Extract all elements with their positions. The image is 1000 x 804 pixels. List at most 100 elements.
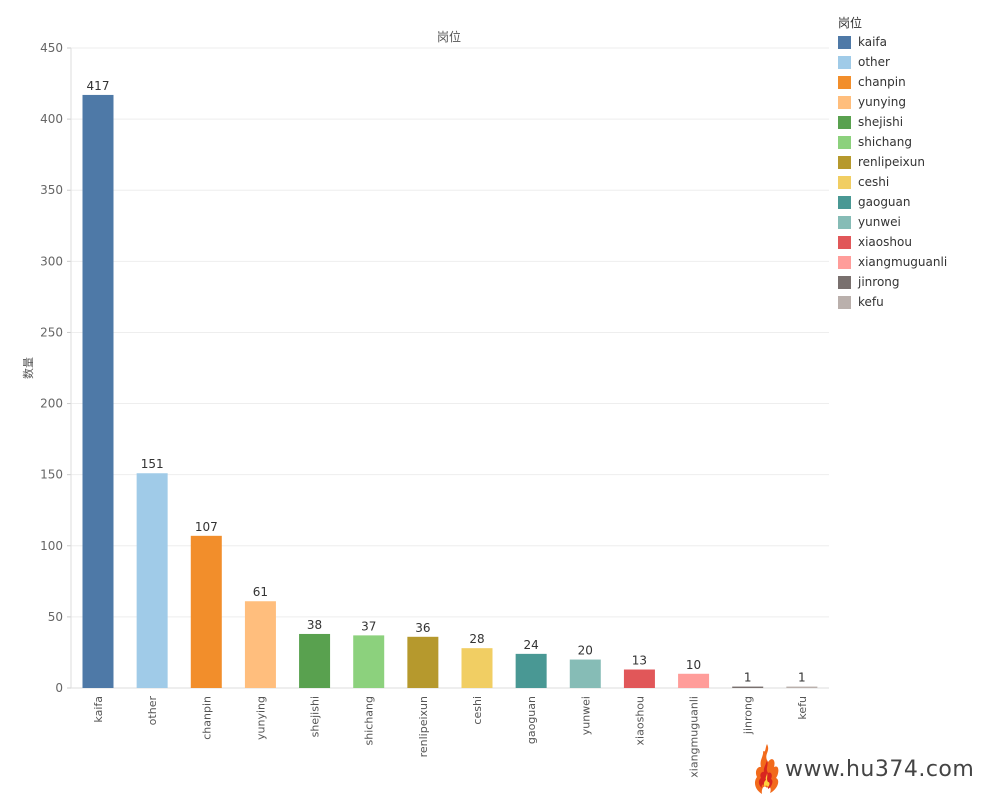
x-tick-label-other: other bbox=[146, 696, 159, 726]
legend-swatch bbox=[838, 255, 851, 269]
legend-label: jinrong bbox=[858, 275, 900, 289]
x-tick-label-yunying: yunying bbox=[254, 696, 267, 740]
bar-shejishi bbox=[299, 633, 331, 688]
legend-label: kaifa bbox=[858, 35, 888, 49]
legend-items: kaifa other chanpin yunying shejishi shichang… bbox=[838, 32, 993, 312]
x-tick-label-shichang: shichang bbox=[363, 696, 376, 745]
legend-title: 岗位 bbox=[838, 16, 863, 30]
y-tick-label: 150 bbox=[40, 468, 63, 482]
data-label-shejishi: 38 bbox=[307, 618, 322, 632]
legend-swatch bbox=[838, 155, 851, 169]
data-label-shichang: 37 bbox=[361, 619, 376, 633]
bar-xiangmuguanli bbox=[678, 673, 710, 688]
bar-renlipeixun bbox=[407, 636, 439, 688]
bar-kaifa bbox=[82, 94, 114, 688]
flame-logo-icon bbox=[754, 744, 779, 794]
data-label-kaifa: 417 bbox=[87, 79, 110, 93]
legend-item-kefu[interactable]: kefu bbox=[838, 292, 993, 312]
watermark-text: www.hu374.com bbox=[785, 756, 975, 782]
x-tick-label-shejishi: shejishi bbox=[309, 696, 322, 737]
y-tick-label: 400 bbox=[40, 112, 63, 126]
legend-label: renlipeixun bbox=[858, 155, 925, 169]
legend-swatch bbox=[838, 195, 851, 209]
x-tick-label-gaoguan: gaoguan bbox=[525, 696, 538, 744]
x-tick-label-kefu: kefu bbox=[796, 696, 809, 720]
y-tick-label: 450 bbox=[40, 41, 63, 55]
data-label-other: 151 bbox=[141, 457, 164, 471]
data-label-xiangmuguanli: 10 bbox=[686, 658, 701, 672]
y-tick-label: 250 bbox=[40, 325, 63, 339]
legend-item-yunying[interactable]: yunying bbox=[838, 92, 993, 112]
legend-item-other[interactable]: other bbox=[838, 52, 993, 72]
legend-item-ceshi[interactable]: ceshi bbox=[838, 172, 993, 192]
data-labels: 417 151 107 61 38 37 36 28 24 20 13 10 1 1 bbox=[87, 79, 806, 685]
bar-chanpin bbox=[190, 535, 222, 688]
legend-label: xiangmuguanli bbox=[858, 255, 948, 269]
y-tick-label: 50 bbox=[48, 610, 63, 624]
legend-item-xiangmuguanli[interactable]: xiangmuguanli bbox=[838, 252, 993, 272]
legend-swatch bbox=[838, 175, 851, 189]
legend-label: shejishi bbox=[858, 115, 904, 129]
legend-item-xiaoshou[interactable]: xiaoshou bbox=[838, 232, 993, 252]
y-tick-label: 350 bbox=[40, 183, 63, 197]
watermark: www.hu374.com bbox=[752, 742, 992, 796]
legend-label: ceshi bbox=[858, 175, 890, 189]
data-label-yunying: 61 bbox=[253, 585, 268, 599]
legend-swatch bbox=[838, 35, 851, 49]
legend-item-yunwei[interactable]: yunwei bbox=[838, 212, 993, 232]
x-tick-label-yunwei: yunwei bbox=[579, 696, 592, 735]
data-label-xiaoshou: 13 bbox=[632, 654, 647, 668]
x-tick-label-kaifa: kaifa bbox=[92, 696, 105, 723]
legend-item-gaoguan[interactable]: gaoguan bbox=[838, 192, 993, 212]
legend-swatch bbox=[838, 295, 851, 309]
legend-swatch bbox=[838, 75, 851, 89]
grid-lines bbox=[71, 47, 829, 618]
y-tick-label: 300 bbox=[40, 254, 63, 268]
legend-label: gaoguan bbox=[858, 195, 911, 209]
legend-swatch bbox=[838, 215, 851, 229]
data-label-kefu: 1 bbox=[798, 671, 806, 685]
legend-swatch bbox=[838, 235, 851, 249]
x-tick-label-ceshi: ceshi bbox=[471, 696, 484, 725]
x-tick-label-xiaoshou: xiaoshou bbox=[633, 696, 646, 745]
y-axis-label: 数量 bbox=[22, 357, 35, 379]
legend: 岗位 kaifa other chanpin yunying shejishi shich… bbox=[838, 14, 993, 312]
legend-item-shichang[interactable]: shichang bbox=[838, 132, 993, 152]
x-tick-label-renlipeixun: renlipeixun bbox=[417, 696, 430, 757]
legend-item-chanpin[interactable]: chanpin bbox=[838, 72, 993, 92]
bar-yunying bbox=[244, 601, 276, 688]
y-tick-label: 100 bbox=[40, 539, 63, 553]
data-label-renlipeixun: 36 bbox=[415, 621, 430, 635]
legend-swatch bbox=[838, 115, 851, 129]
legend-label: chanpin bbox=[858, 75, 906, 89]
legend-swatch bbox=[838, 135, 851, 149]
legend-label: other bbox=[858, 55, 890, 69]
y-tick-label: 200 bbox=[40, 397, 63, 411]
bar-other bbox=[136, 473, 168, 688]
legend-item-shejishi[interactable]: shejishi bbox=[838, 112, 993, 132]
legend-item-kaifa[interactable]: kaifa bbox=[838, 32, 993, 52]
legend-label: shichang bbox=[858, 135, 912, 149]
bar-xiaoshou bbox=[623, 669, 655, 688]
legend-item-jinrong[interactable]: jinrong bbox=[838, 272, 993, 292]
bar-kefu bbox=[786, 686, 818, 688]
bars bbox=[82, 94, 818, 688]
bar-yunwei bbox=[569, 659, 601, 688]
axes: 0 50 100 150 200 250 300 350 400 450 kaifa other cha… bbox=[40, 41, 829, 778]
bar-shichang bbox=[353, 635, 385, 688]
legend-label: kefu bbox=[858, 295, 884, 309]
legend-label: xiaoshou bbox=[858, 235, 912, 249]
legend-label: yunying bbox=[858, 95, 906, 109]
legend-item-renlipeixun[interactable]: renlipeixun bbox=[838, 152, 993, 172]
bar-gaoguan bbox=[515, 653, 547, 688]
data-label-jinrong: 1 bbox=[744, 671, 752, 685]
x-tick-label-jinrong: jinrong bbox=[742, 696, 755, 735]
legend-swatch bbox=[838, 275, 851, 289]
x-tick-label-chanpin: chanpin bbox=[200, 696, 213, 740]
chart-title: 岗位 bbox=[437, 29, 461, 44]
data-label-ceshi: 28 bbox=[469, 632, 484, 646]
data-label-yunwei: 20 bbox=[578, 644, 593, 658]
bar-jinrong bbox=[732, 686, 764, 688]
